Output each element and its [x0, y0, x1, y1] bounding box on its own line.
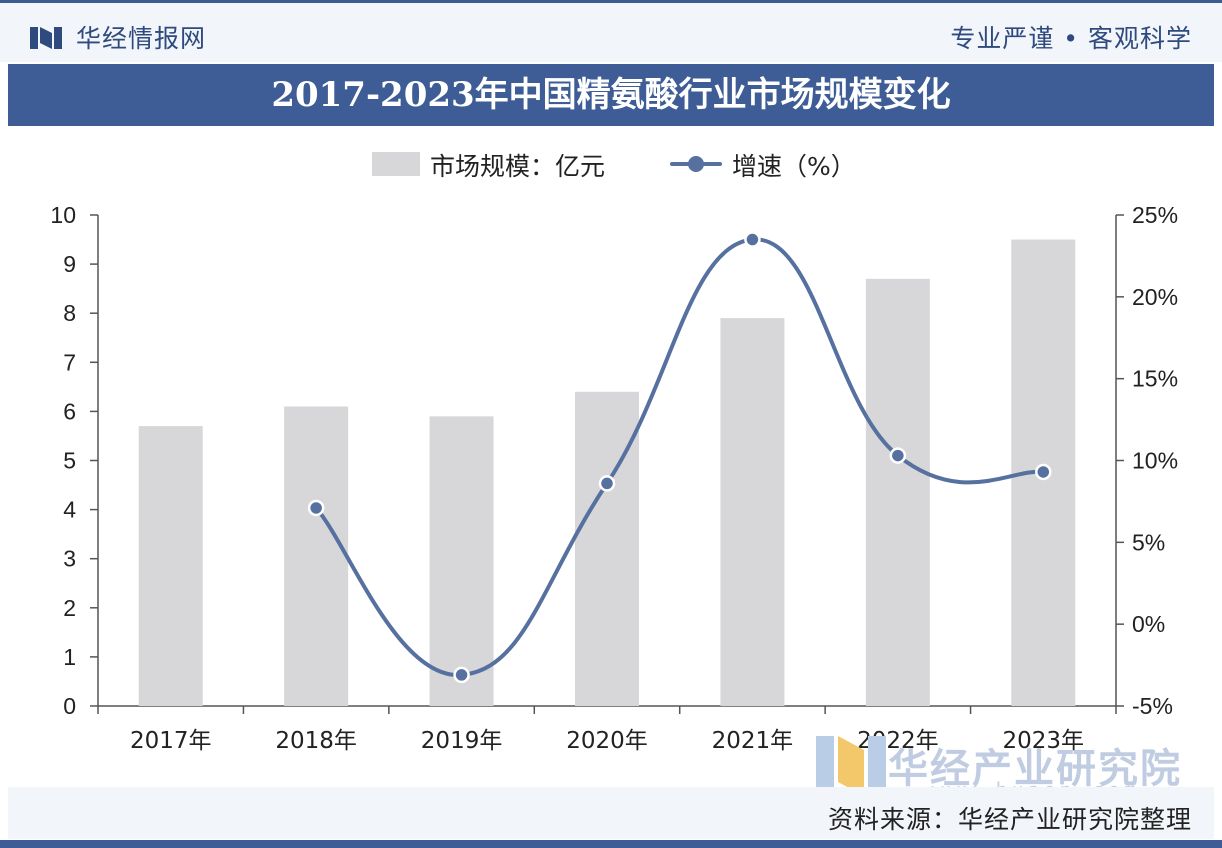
growth-point-2020年 — [598, 475, 616, 492]
x-axis-label: 2020年 — [566, 728, 648, 754]
left-axis-tick-label: 10 — [50, 202, 76, 228]
growth-point-2023年 — [1035, 463, 1052, 481]
right-axis-tick-label: -5% — [1132, 693, 1173, 719]
legend-dot-swatch — [688, 156, 704, 172]
x-axis-label: 2023年 — [1003, 728, 1085, 754]
chart-title: 2017-2023年中国精氨酸行业市场规模变化 — [271, 75, 951, 115]
legend-bar-label: 市场规模：亿元 — [430, 152, 606, 181]
right-axis-tick-label: 10% — [1132, 448, 1178, 474]
right-axis-tick-label: 25% — [1132, 202, 1178, 228]
left-axis-tick-label: 5 — [63, 448, 76, 474]
left-axis-tick-label: 7 — [63, 349, 76, 375]
bar-2021年 — [720, 318, 785, 706]
x-axis-label: 2017年 — [130, 728, 212, 754]
growth-point-2021年 — [744, 231, 761, 248]
bar-2022年 — [865, 278, 930, 706]
right-axis-tick-label: 20% — [1132, 284, 1178, 310]
x-axis-label: 2019年 — [421, 728, 503, 754]
slogan: 专业严谨 • 客观科学 — [950, 24, 1192, 53]
bar-2017年 — [138, 426, 203, 706]
footer-bar — [8, 787, 1214, 839]
x-axis-label: 2021年 — [712, 728, 794, 754]
left-axis-tick-label: 1 — [63, 644, 76, 670]
left-axis-tick-label: 8 — [63, 300, 76, 326]
source-note: 资料来源：华经产业研究院整理 — [827, 805, 1192, 834]
watermark-name: 华经产业研究院 — [888, 746, 1182, 792]
legend-bar-swatch — [372, 152, 420, 176]
left-axis-tick-label: 0 — [63, 693, 76, 719]
brand-logo-icon — [30, 27, 62, 49]
right-axis-tick-label: 5% — [1132, 529, 1165, 555]
growth-point-2018年 — [307, 499, 325, 517]
growth-point-2019年 — [453, 666, 470, 684]
growth-rate-line — [314, 237, 1046, 677]
legend-line-label: 增速（%） — [732, 152, 856, 181]
bar-2018年 — [284, 406, 349, 706]
right-axis-tick-label: 15% — [1132, 366, 1178, 392]
chart-legend: 市场规模：亿元 增速（%） — [0, 140, 1222, 184]
bar-2019年 — [429, 416, 494, 706]
left-axis-tick-label: 2 — [63, 595, 76, 621]
top-header-bar: 华经情报网 专业严谨 • 客观科学 — [0, 0, 1222, 62]
left-axis-tick-label: 3 — [63, 546, 76, 572]
x-axis-label: 2018年 — [275, 728, 357, 754]
bar-2020年 — [575, 391, 639, 706]
right-axis-tick-label: 0% — [1132, 611, 1165, 637]
left-axis-tick-label: 6 — [63, 398, 76, 424]
left-axis-tick-label: 9 — [63, 251, 76, 277]
watermark-logo-icon — [816, 736, 886, 796]
brand-name: 华经情报网 — [76, 24, 207, 53]
left-axis-tick-label: 4 — [63, 497, 76, 523]
title-bar: 2017-2023年中国精氨酸行业市场规模变化 — [8, 64, 1214, 126]
growth-point-2022年 — [889, 447, 907, 464]
footer-bottom-stripe — [0, 840, 1222, 848]
